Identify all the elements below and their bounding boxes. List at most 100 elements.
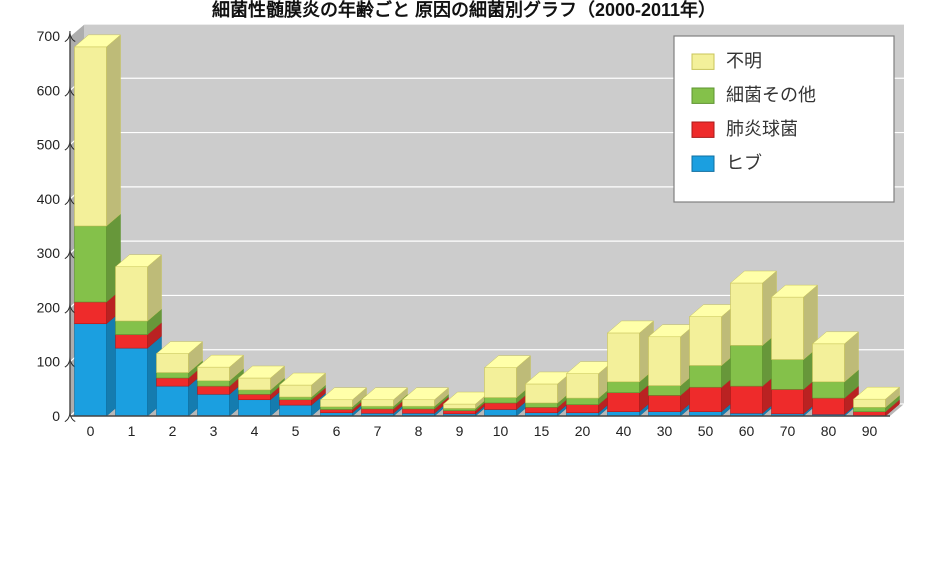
bar-segment xyxy=(280,405,312,416)
y-tick-label: 200 xyxy=(37,299,61,315)
bar-segment xyxy=(75,302,107,324)
x-tick-label: 50 xyxy=(698,423,714,439)
bar-segment xyxy=(75,47,107,226)
legend-label: 不明 xyxy=(726,51,762,71)
bar-segment xyxy=(239,400,271,416)
x-tick-label: 5 xyxy=(292,423,300,439)
bar-segment xyxy=(526,407,558,412)
bar-segment xyxy=(608,382,640,393)
bar-segment xyxy=(280,397,312,400)
legend-label: 肺炎球菌 xyxy=(726,119,798,139)
y-tick-label: 400 xyxy=(37,191,61,207)
bar-segment-side xyxy=(107,35,121,226)
bar-segment xyxy=(526,384,558,403)
x-tick-label: 60 xyxy=(739,423,755,439)
bar-segment xyxy=(772,360,804,390)
bar-segment xyxy=(403,409,435,413)
bar-segment xyxy=(116,335,148,349)
legend-label: 細菌その他 xyxy=(726,85,816,105)
bar-segment xyxy=(321,400,353,407)
x-tick-label: 80 xyxy=(821,423,837,439)
x-tick-label: 8 xyxy=(415,423,423,439)
legend: 不明細菌その他肺炎球菌ヒブ xyxy=(674,36,894,202)
bar-segment xyxy=(813,382,845,398)
bar-segment xyxy=(567,405,599,413)
bar-segment xyxy=(198,386,230,394)
x-tick-label: 2 xyxy=(169,423,177,439)
bar-segment xyxy=(444,408,476,410)
bar-segment xyxy=(239,378,271,390)
x-tick-label: 6 xyxy=(333,423,341,439)
x-tick-label: 15 xyxy=(534,423,550,439)
x-tick-label: 3 xyxy=(210,423,218,439)
legend-swatch xyxy=(692,156,714,171)
y-tick-label: 600 xyxy=(37,82,61,98)
bar-segment xyxy=(198,381,230,386)
y-tick-label: 100 xyxy=(37,354,61,370)
bar-segment xyxy=(75,324,107,416)
x-tick-label: 9 xyxy=(456,423,464,439)
bar-segment xyxy=(649,395,681,411)
bar-segment xyxy=(731,345,763,386)
x-tick-label: 0 xyxy=(87,423,95,439)
x-tick-label: 90 xyxy=(862,423,878,439)
y-tick-label: 300 xyxy=(37,245,61,261)
x-tick-label: 70 xyxy=(780,423,796,439)
bar-segment xyxy=(608,393,640,412)
bar-segment xyxy=(362,406,394,409)
bar-segment xyxy=(239,394,271,399)
bar-segment xyxy=(362,400,394,407)
bar-segment xyxy=(526,403,558,407)
bar-segment xyxy=(608,333,640,382)
bar-segment xyxy=(772,389,804,413)
bar-segment xyxy=(485,398,517,403)
bar-segment xyxy=(403,406,435,409)
legend-swatch xyxy=(692,88,714,103)
bar-segment xyxy=(690,387,722,411)
bar-segment xyxy=(198,367,230,381)
chart-title: 細菌性髄膜炎の年齢ごと 原因の細菌別グラフ（2000-2011年） xyxy=(0,0,928,22)
bar-segment xyxy=(731,283,763,345)
bar-segment xyxy=(813,398,845,414)
y-tick-label: 0 xyxy=(52,408,60,424)
legend-swatch xyxy=(692,122,714,137)
bar-segment xyxy=(321,407,353,410)
y-tick-label: 500 xyxy=(37,137,61,153)
bar-segment xyxy=(362,409,394,413)
bar-segment xyxy=(485,409,517,416)
bar-segment xyxy=(157,373,189,378)
bar-segment xyxy=(239,390,271,394)
x-tick-label: 1 xyxy=(128,423,136,439)
bar-segment xyxy=(116,267,148,321)
bar-segment xyxy=(690,317,722,366)
x-tick-label: 20 xyxy=(575,423,591,439)
bar-segment xyxy=(567,398,599,405)
bar-segment xyxy=(157,386,189,416)
bar-segment xyxy=(567,374,599,398)
bar-segment xyxy=(813,344,845,382)
bar-segment xyxy=(280,385,312,397)
x-tick-label: 30 xyxy=(657,423,673,439)
bar-segment xyxy=(731,386,763,413)
legend-swatch xyxy=(692,54,714,69)
bar-segment xyxy=(444,411,476,414)
bar-segment xyxy=(198,394,230,416)
bar-segment xyxy=(280,400,312,405)
bar-segment xyxy=(116,348,148,416)
bar-segment xyxy=(854,407,886,411)
bar-segment xyxy=(157,378,189,386)
bar-segment xyxy=(116,321,148,335)
bar-segment xyxy=(485,368,517,398)
bar-segment xyxy=(649,337,681,386)
bar-segment xyxy=(403,400,435,407)
x-tick-label: 10 xyxy=(493,423,509,439)
x-tick-label: 4 xyxy=(251,423,259,439)
bar-segment xyxy=(772,297,804,359)
bar-segment xyxy=(485,403,517,410)
bar-segment xyxy=(854,399,886,407)
y-tick-label: 700 xyxy=(37,28,61,44)
x-tick-label: 7 xyxy=(374,423,382,439)
bar-segment xyxy=(690,366,722,388)
x-tick-label: 40 xyxy=(616,423,632,439)
bar-segment xyxy=(321,409,353,412)
